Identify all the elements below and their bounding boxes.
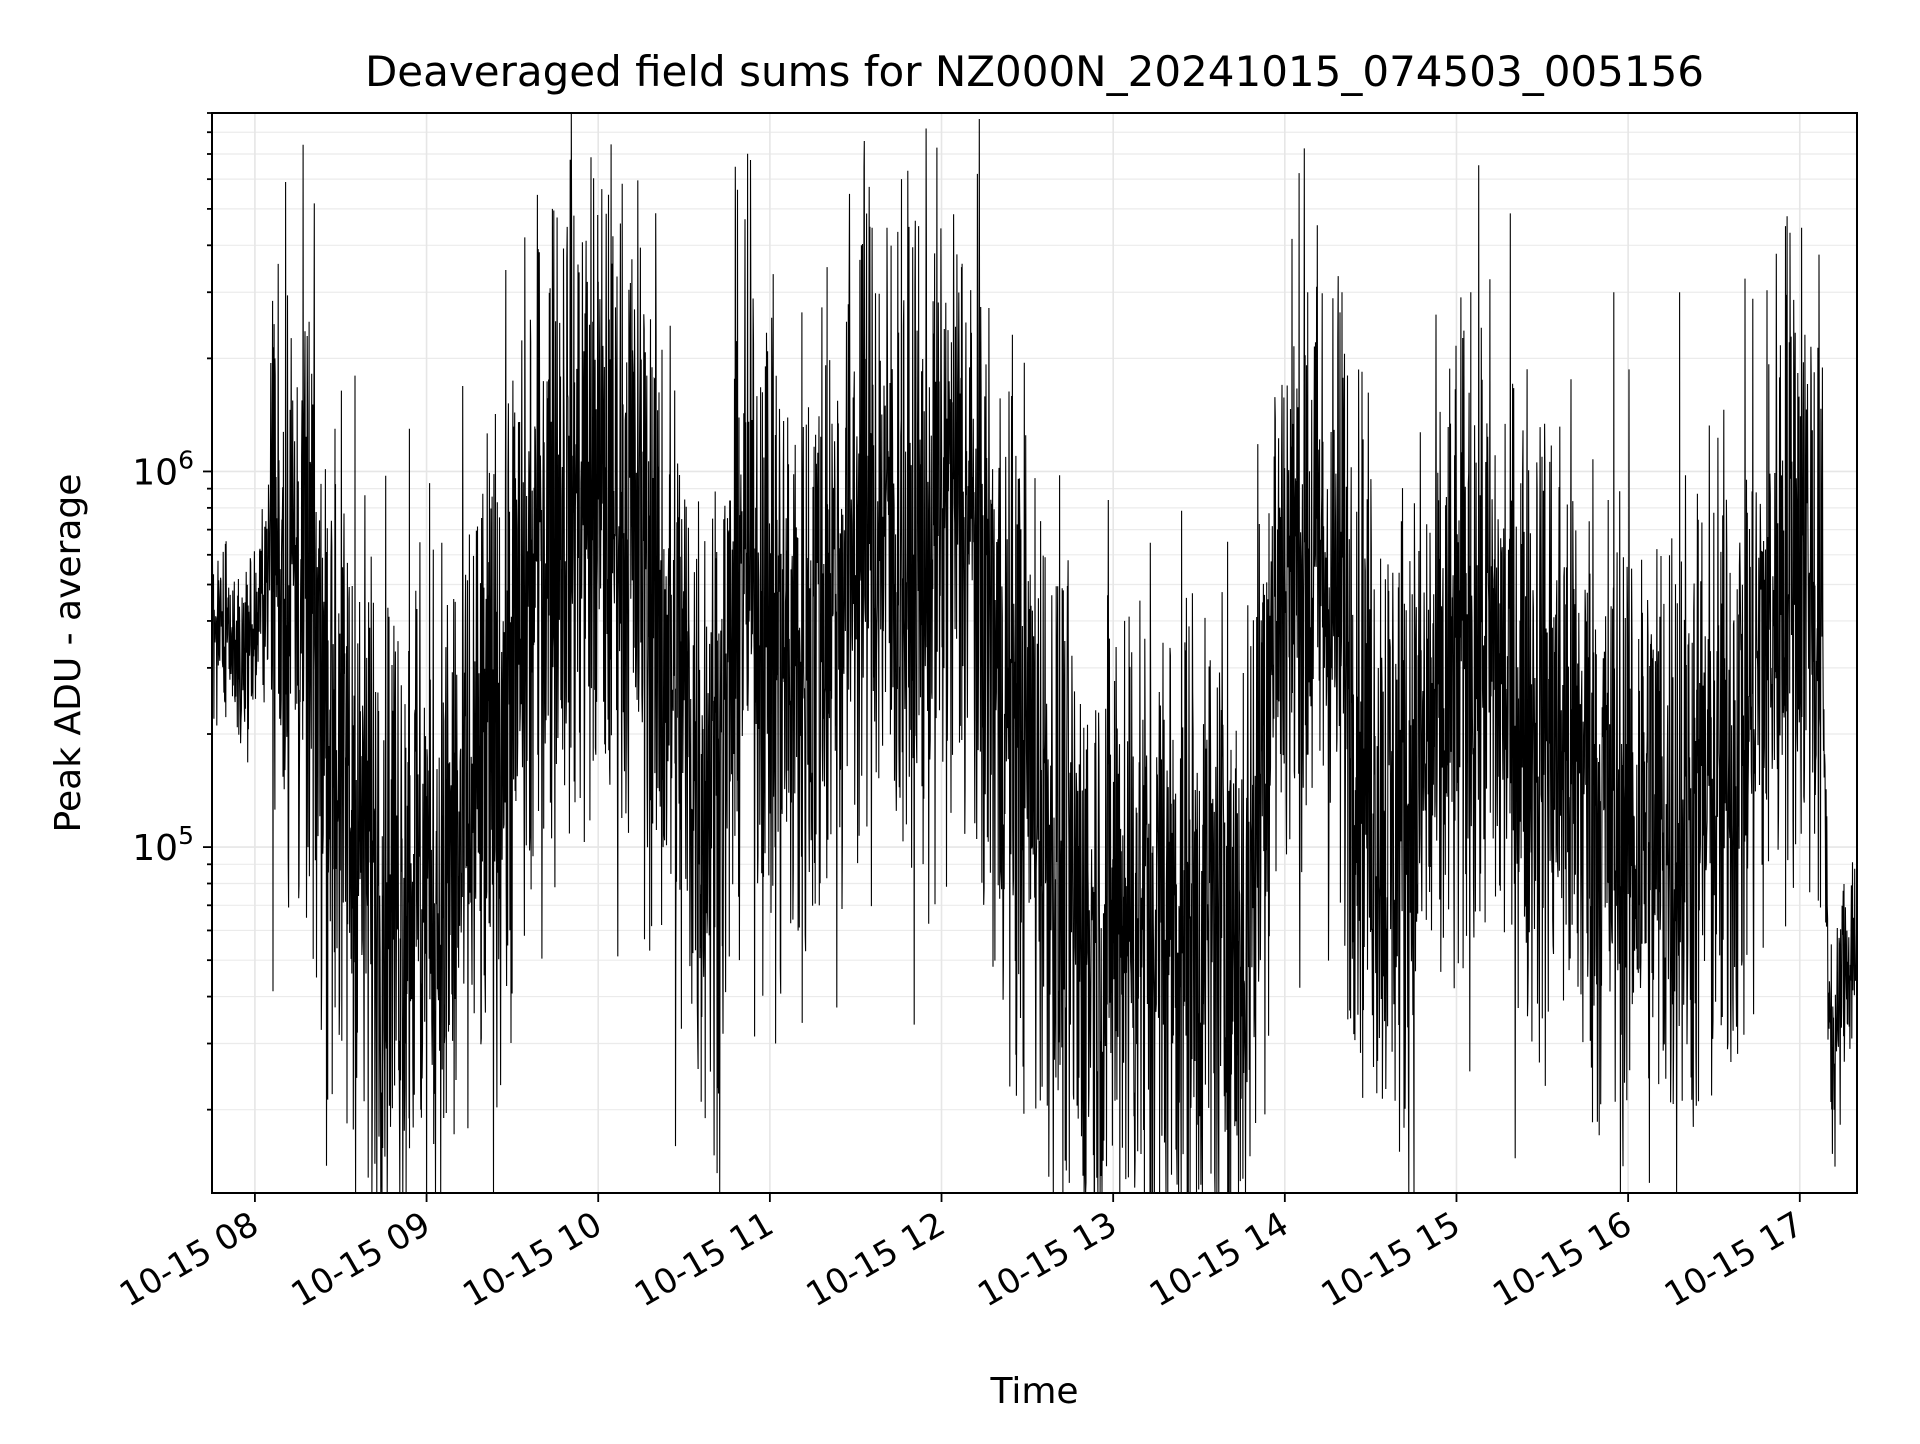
axes-frame	[211, 112, 1858, 1194]
y-axis-label: Peak ADU - average	[48, 474, 89, 833]
y-tick-label: 105	[132, 821, 194, 869]
series-line	[212, 113, 1857, 1193]
x-axis-label: Time	[989, 1371, 1078, 1412]
plot-area	[212, 113, 1857, 1193]
chart-title: Deaveraged field sums for NZ000N_2024101…	[365, 47, 1704, 96]
y-tick-label: 106	[132, 445, 194, 493]
